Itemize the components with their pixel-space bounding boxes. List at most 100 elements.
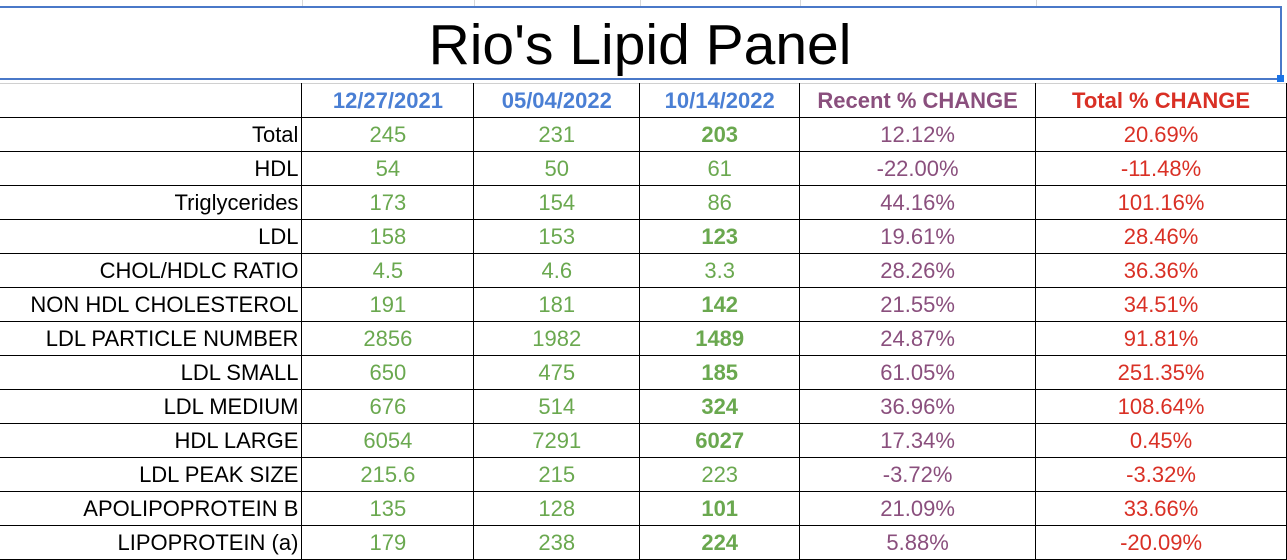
value-date-1[interactable]: 6054 [301, 423, 475, 458]
value-date-2[interactable]: 475 [473, 355, 641, 390]
value-date-2[interactable]: 1982 [473, 321, 641, 356]
recent-change-value[interactable]: 5.88% [799, 525, 1037, 560]
header-recent-change[interactable]: Recent % CHANGE [799, 83, 1037, 118]
recent-change-value[interactable]: 12.12% [799, 117, 1037, 152]
total-change-value[interactable]: -20.09% [1035, 525, 1287, 560]
table-row: Triglycerides 173 154 86 44.16% 101.16% [0, 185, 1287, 220]
row-label[interactable]: Triglycerides [0, 185, 303, 220]
row-label[interactable]: APOLIPOPROTEIN B [0, 491, 303, 526]
value-date-3[interactable]: 123 [639, 219, 801, 254]
row-label[interactable]: HDL [0, 151, 303, 186]
table-row: LIPOPROTEIN (a) 179 238 224 5.88% -20.09% [0, 525, 1287, 560]
value-date-3[interactable]: 6027 [639, 423, 801, 458]
recent-change-value[interactable]: 19.61% [799, 219, 1037, 254]
value-date-3[interactable]: 1489 [639, 321, 801, 356]
lipid-table: 12/27/2021 05/04/2022 10/14/2022 Recent … [0, 83, 1287, 560]
table-row: LDL 158 153 123 19.61% 28.46% [0, 219, 1287, 254]
table-row: CHOL/HDLC RATIO 4.5 4.6 3.3 28.26% 36.36% [0, 253, 1287, 288]
value-date-3[interactable]: 3.3 [639, 253, 801, 288]
table-row: APOLIPOPROTEIN B 135 128 101 21.09% 33.66% [0, 491, 1287, 526]
header-total-change[interactable]: Total % CHANGE [1035, 83, 1287, 118]
value-date-2[interactable]: 128 [473, 491, 641, 526]
total-change-value[interactable]: 101.16% [1035, 185, 1287, 220]
fill-handle[interactable] [1277, 75, 1284, 82]
value-date-1[interactable]: 245 [301, 117, 475, 152]
value-date-2[interactable]: 231 [473, 117, 641, 152]
recent-change-value[interactable]: 21.09% [799, 491, 1037, 526]
value-date-3[interactable]: 224 [639, 525, 801, 560]
title-cell[interactable]: Rio's Lipid Panel [0, 6, 1284, 82]
value-date-1[interactable]: 215.6 [301, 457, 475, 492]
row-label[interactable]: HDL LARGE [0, 423, 303, 458]
row-label[interactable]: NON HDL CHOLESTEROL [0, 287, 303, 322]
total-change-value[interactable]: -11.48% [1035, 151, 1287, 186]
value-date-1[interactable]: 135 [301, 491, 475, 526]
total-change-value[interactable]: 33.66% [1035, 491, 1287, 526]
value-date-2[interactable]: 153 [473, 219, 641, 254]
row-label[interactable]: LDL PEAK SIZE [0, 457, 303, 492]
table-row: LDL MEDIUM 676 514 324 36.96% 108.64% [0, 389, 1287, 424]
value-date-2[interactable]: 181 [473, 287, 641, 322]
row-label[interactable]: Total [0, 117, 303, 152]
value-date-3[interactable]: 101 [639, 491, 801, 526]
header-date-2[interactable]: 05/04/2022 [473, 83, 641, 118]
recent-change-value[interactable]: -3.72% [799, 457, 1037, 492]
total-change-value[interactable]: 36.36% [1035, 253, 1287, 288]
row-label[interactable]: LDL PARTICLE NUMBER [0, 321, 303, 356]
row-label[interactable]: LIPOPROTEIN (a) [0, 525, 303, 560]
value-date-1[interactable]: 54 [301, 151, 475, 186]
value-date-1[interactable]: 650 [301, 355, 475, 390]
value-date-1[interactable]: 191 [301, 287, 475, 322]
recent-change-value[interactable]: 21.55% [799, 287, 1037, 322]
total-change-value[interactable]: 251.35% [1035, 355, 1287, 390]
value-date-1[interactable]: 179 [301, 525, 475, 560]
recent-change-value[interactable]: -22.00% [799, 151, 1037, 186]
total-change-value[interactable]: 91.81% [1035, 321, 1287, 356]
total-change-value[interactable]: 28.46% [1035, 219, 1287, 254]
value-date-1[interactable]: 4.5 [301, 253, 475, 288]
total-change-value[interactable]: 34.51% [1035, 287, 1287, 322]
value-date-3[interactable]: 203 [639, 117, 801, 152]
row-label[interactable]: LDL [0, 219, 303, 254]
value-date-3[interactable]: 223 [639, 457, 801, 492]
value-date-3[interactable]: 61 [639, 151, 801, 186]
value-date-3[interactable]: 86 [639, 185, 801, 220]
value-date-1[interactable]: 173 [301, 185, 475, 220]
total-change-value[interactable]: 108.64% [1035, 389, 1287, 424]
value-date-2[interactable]: 154 [473, 185, 641, 220]
row-label[interactable]: LDL MEDIUM [0, 389, 303, 424]
value-date-1[interactable]: 2856 [301, 321, 475, 356]
recent-change-value[interactable]: 28.26% [799, 253, 1037, 288]
total-change-value[interactable]: 0.45% [1035, 423, 1287, 458]
table-row: NON HDL CHOLESTEROL 191 181 142 21.55% 34.51% [0, 287, 1287, 322]
table-row: LDL SMALL 650 475 185 61.05% 251.35% [0, 355, 1287, 390]
recent-change-value[interactable]: 17.34% [799, 423, 1037, 458]
total-change-value[interactable]: 20.69% [1035, 117, 1287, 152]
value-date-2[interactable]: 50 [473, 151, 641, 186]
table-row: HDL LARGE 6054 7291 6027 17.34% 0.45% [0, 423, 1287, 458]
header-date-3[interactable]: 10/14/2022 [639, 83, 801, 118]
value-date-2[interactable]: 514 [473, 389, 641, 424]
value-date-2[interactable]: 7291 [473, 423, 641, 458]
recent-change-value[interactable]: 24.87% [799, 321, 1037, 356]
value-date-1[interactable]: 676 [301, 389, 475, 424]
recent-change-value[interactable]: 44.16% [799, 185, 1037, 220]
value-date-3[interactable]: 142 [639, 287, 801, 322]
value-date-3[interactable]: 185 [639, 355, 801, 390]
recent-change-value[interactable]: 61.05% [799, 355, 1037, 390]
header-date-1[interactable]: 12/27/2021 [301, 83, 475, 118]
row-label[interactable]: CHOL/HDLC RATIO [0, 253, 303, 288]
table-row: HDL 54 50 61 -22.00% -11.48% [0, 151, 1287, 186]
value-date-1[interactable]: 158 [301, 219, 475, 254]
header-row: 12/27/2021 05/04/2022 10/14/2022 Recent … [0, 83, 1287, 118]
total-change-value[interactable]: -3.32% [1035, 457, 1287, 492]
value-date-2[interactable]: 238 [473, 525, 641, 560]
header-cell-label[interactable] [0, 83, 303, 118]
value-date-2[interactable]: 4.6 [473, 253, 641, 288]
page-title: Rio's Lipid Panel [428, 13, 852, 77]
value-date-3[interactable]: 324 [639, 389, 801, 424]
value-date-2[interactable]: 215 [473, 457, 641, 492]
recent-change-value[interactable]: 36.96% [799, 389, 1037, 424]
row-label[interactable]: LDL SMALL [0, 355, 303, 390]
